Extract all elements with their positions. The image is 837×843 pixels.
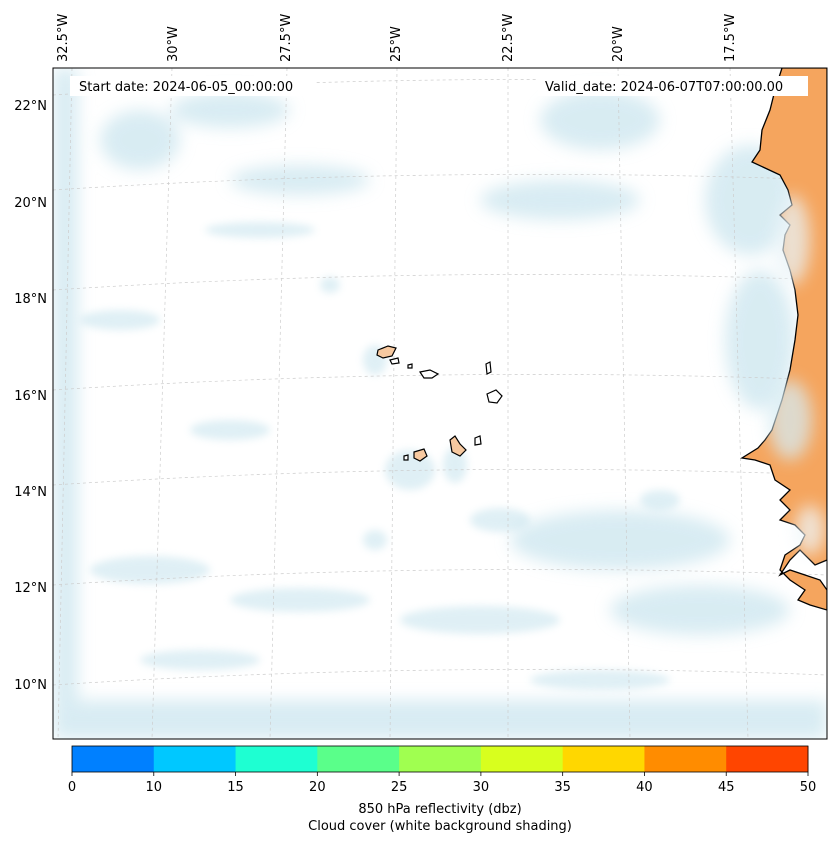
lat-label-10: 10°N: [14, 678, 47, 693]
colorbar-tick-label: 0: [68, 780, 76, 795]
colorbar-swatch: [644, 746, 727, 772]
colorbar-sublabel: Cloud cover (white background shading): [308, 819, 572, 834]
colorbar-swatch: [399, 746, 482, 772]
map-area: [53, 68, 827, 739]
colorbar-swatch: [153, 746, 237, 772]
lon-label-27-5: 27.5°W: [279, 14, 294, 62]
lat-label-14: 14°N: [14, 485, 47, 500]
colorbar-label: 850 hPa reflectivity (dbz): [358, 802, 521, 817]
lat-label-20: 20°N: [14, 196, 47, 211]
map-frame: [52, 67, 828, 740]
colorbar-tick-label: 25: [391, 780, 408, 795]
latitude-labels: 22°N 20°N 18°N 16°N 14°N 12°N 10°N: [14, 99, 47, 693]
colorbar-swatch: [317, 746, 400, 772]
colorbar-tick-label: 10: [146, 780, 163, 795]
colorbar-swatch: [726, 746, 809, 772]
colorbar-tick-label: 35: [554, 780, 571, 795]
start-date-box: Start date: 2024-06-05_00:00:00: [70, 76, 316, 96]
lon-label-30: 30°W: [166, 26, 181, 62]
lon-label-25: 25°W: [389, 26, 404, 62]
valid-date-label: Valid_date: 2024-06-07T07:00:00.00: [545, 80, 783, 95]
colorbar-tick-label: 20: [309, 780, 326, 795]
colorbar-swatch: [235, 746, 318, 772]
colorbar-tick-label: 45: [718, 780, 735, 795]
colorbar: 0 10 15 20 25 30 35 40 45 50 850 hPa reflectivity…: [68, 745, 817, 834]
valid-date-box: Valid_date: 2024-06-07T07:00:00.00: [538, 76, 808, 96]
colorbar-swatch: [562, 746, 645, 772]
lat-label-22: 22°N: [14, 99, 47, 114]
start-date-label: Start date: 2024-06-05_00:00:00: [79, 80, 293, 95]
lat-label-18: 18°N: [14, 292, 47, 307]
lat-label-16: 16°N: [14, 389, 47, 404]
colorbar-tick-label: 30: [473, 780, 490, 795]
lat-label-12: 12°N: [14, 581, 47, 596]
colorbar-tick-label: 50: [800, 780, 817, 795]
colorbar-tick-label: 40: [636, 780, 653, 795]
coastal-cloud: [768, 195, 825, 555]
longitude-labels: 32.5°W 30°W 27.5°W 25°W 22.5°W 20°W 17.5…: [56, 14, 738, 62]
colorbar-tick-label: 15: [227, 780, 244, 795]
lon-label-32-5: 32.5°W: [56, 14, 71, 62]
colorbar-swatch: [480, 746, 564, 772]
cape-verde-islands: [376, 345, 503, 462]
lon-label-22-5: 22.5°W: [501, 14, 516, 62]
lon-label-17-5: 17.5°W: [723, 14, 738, 62]
colorbar-swatch: [72, 746, 155, 772]
lon-label-20: 20°W: [611, 26, 626, 62]
